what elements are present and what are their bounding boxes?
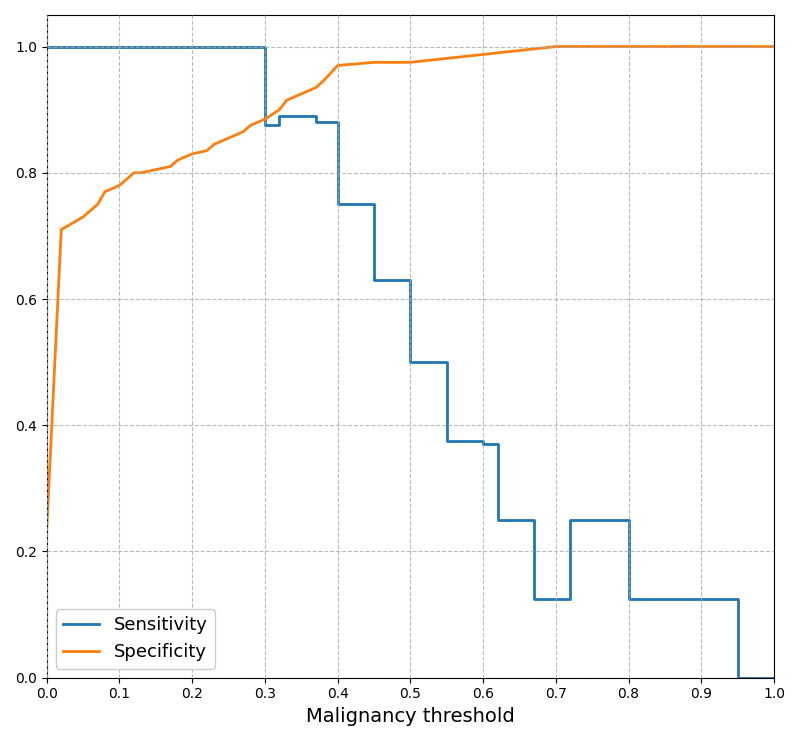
Sensitivity — [529, 516, 538, 525]
Specificity — [107, 184, 117, 193]
Sensitivity — [311, 118, 321, 127]
Specificity — [282, 96, 291, 104]
Sensitivity — [493, 516, 502, 525]
Sensitivity — [464, 436, 474, 445]
Sensitivity — [478, 439, 488, 448]
Specificity — [209, 140, 218, 149]
Sensitivity — [391, 276, 401, 285]
Sensitivity — [406, 358, 415, 367]
Specificity — [311, 83, 321, 92]
Specificity — [129, 168, 138, 177]
Line: Specificity: Specificity — [46, 47, 774, 529]
Sensitivity — [420, 358, 430, 367]
Sensitivity — [464, 436, 474, 445]
Sensitivity — [311, 112, 321, 121]
X-axis label: Malignancy threshold: Malignancy threshold — [306, 707, 514, 726]
Sensitivity — [333, 118, 342, 127]
Specificity — [274, 105, 284, 114]
Sensitivity — [442, 436, 451, 445]
Legend: Sensitivity, Specificity: Sensitivity, Specificity — [56, 609, 214, 668]
Sensitivity — [369, 276, 378, 285]
Sensitivity — [42, 42, 51, 51]
Sensitivity — [624, 594, 634, 603]
Specificity — [260, 115, 270, 124]
Specificity — [297, 90, 306, 99]
Sensitivity — [514, 516, 524, 525]
Sensitivity — [624, 516, 634, 525]
Specificity — [114, 181, 124, 190]
Specificity — [224, 133, 234, 142]
Specificity — [333, 61, 342, 70]
Sensitivity — [529, 594, 538, 603]
Specificity — [100, 187, 110, 196]
Specificity — [93, 200, 102, 209]
Specificity — [173, 156, 182, 165]
Specificity — [202, 146, 211, 155]
Sensitivity — [274, 112, 284, 121]
Sensitivity — [442, 358, 451, 367]
Specificity — [187, 150, 197, 159]
Specificity — [551, 42, 561, 51]
Sensitivity — [638, 594, 648, 603]
Sensitivity — [478, 436, 488, 445]
Specificity — [166, 162, 175, 171]
Sensitivity — [260, 42, 270, 51]
Sensitivity — [406, 276, 415, 285]
Specificity — [369, 58, 378, 67]
Sensitivity — [493, 439, 502, 448]
Sensitivity — [514, 516, 524, 525]
Sensitivity — [260, 121, 270, 130]
Specificity — [42, 525, 51, 534]
Sensitivity — [551, 594, 561, 603]
Sensitivity — [769, 674, 778, 682]
Sensitivity — [391, 276, 401, 285]
Specificity — [769, 42, 778, 51]
Sensitivity — [551, 594, 561, 603]
Specificity — [318, 77, 328, 86]
Sensitivity — [733, 674, 742, 682]
Sensitivity — [733, 594, 742, 603]
Sensitivity — [369, 200, 378, 209]
Specificity — [151, 165, 161, 174]
Sensitivity — [638, 594, 648, 603]
Specificity — [238, 127, 248, 136]
Sensitivity — [274, 121, 284, 130]
Sensitivity — [420, 358, 430, 367]
Sensitivity — [566, 516, 575, 525]
Sensitivity — [333, 200, 342, 209]
Specificity — [137, 168, 146, 177]
Specificity — [57, 225, 66, 234]
Specificity — [406, 58, 415, 67]
Line: Sensitivity: Sensitivity — [46, 47, 774, 678]
Specificity — [246, 121, 255, 130]
Specificity — [78, 213, 88, 222]
Sensitivity — [566, 594, 575, 603]
